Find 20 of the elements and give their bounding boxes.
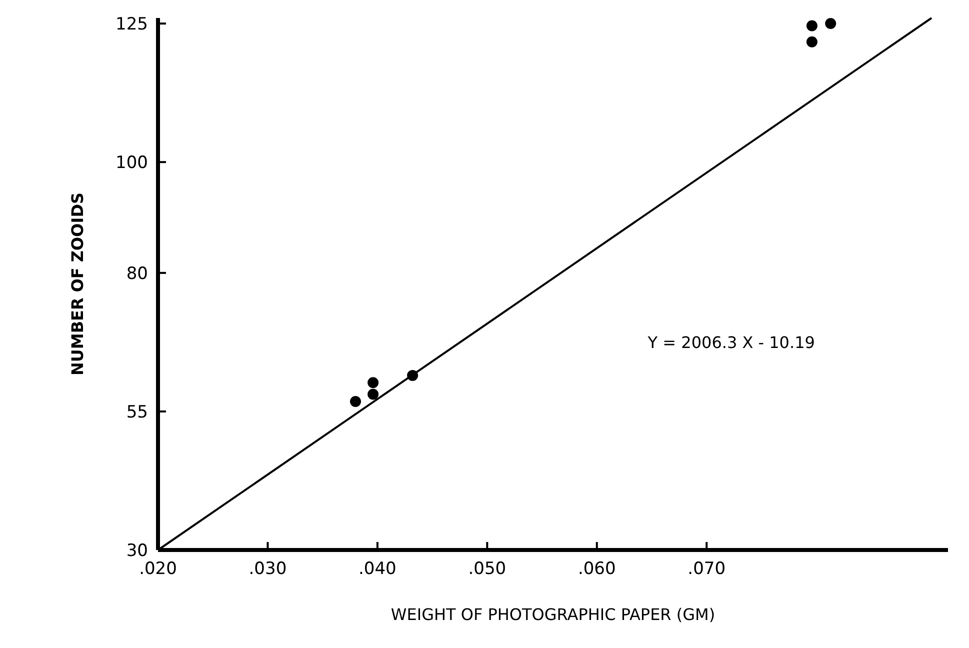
point xyxy=(806,20,818,32)
x-tick-label: .050 xyxy=(468,559,506,579)
y-axis-title: NUMBER OF ZOOIDS xyxy=(68,192,87,376)
annotation: Y = 2006.3 X - 10.19 xyxy=(646,332,815,352)
y-tick-label: 125 xyxy=(116,14,148,34)
x-tick-label: .070 xyxy=(688,559,726,579)
y-tick-label: 80 xyxy=(126,264,148,284)
point xyxy=(350,396,361,407)
point xyxy=(368,377,379,388)
y-tick-label: 100 xyxy=(116,153,148,174)
x-tick-label: .020 xyxy=(139,559,177,579)
x-axis-title: WEIGHT OF PHOTOGRAPHIC PAPER (GM) xyxy=(390,605,716,624)
y-tick-label: 55 xyxy=(126,402,148,422)
y-tick-label: 30 xyxy=(126,540,148,561)
x-tick-label: .060 xyxy=(578,559,616,579)
point xyxy=(806,36,818,48)
x-tick-label: .030 xyxy=(248,559,287,579)
point xyxy=(368,388,379,400)
x-tick-label: .040 xyxy=(358,559,396,579)
point xyxy=(825,18,836,30)
